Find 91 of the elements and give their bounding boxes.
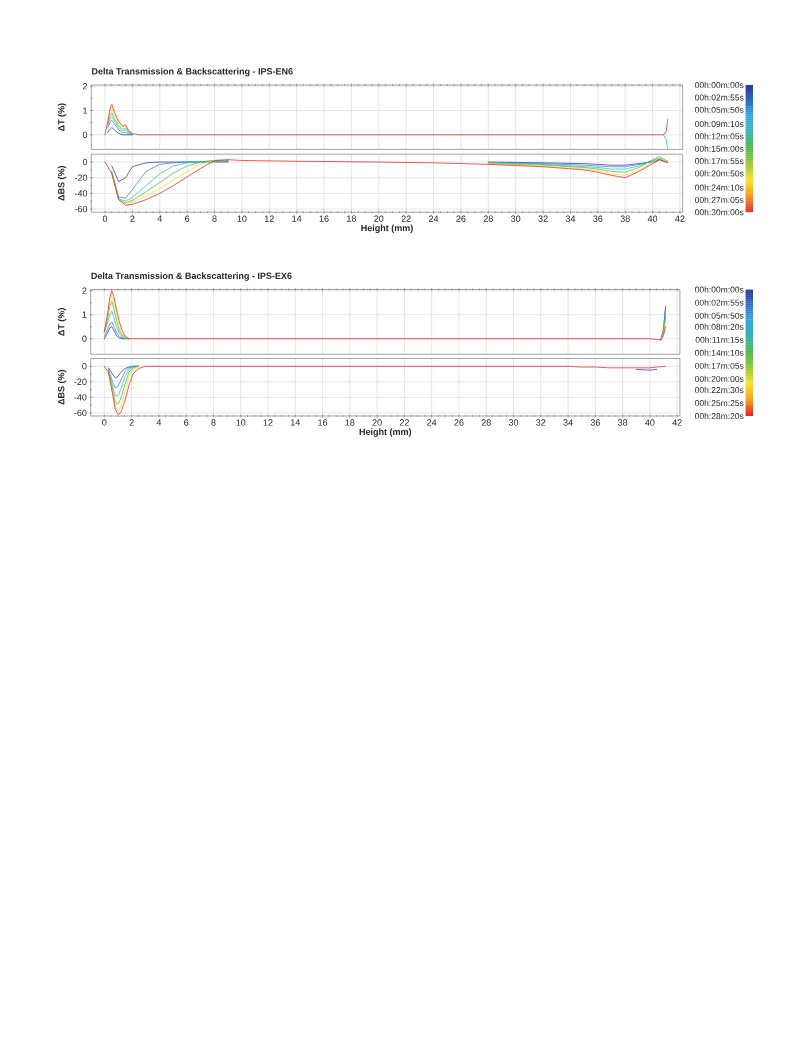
x-tick-label: 30 — [508, 419, 519, 426]
x-tick-label: 0 — [102, 419, 107, 426]
x-tick-label: 6 — [184, 419, 189, 426]
line-series — [108, 365, 139, 405]
x-tick-label: 18 — [345, 419, 355, 426]
color-bar-label: 00h:14m:10s — [695, 349, 744, 356]
color-bar-label: 00h:02m:55s — [695, 94, 744, 101]
x-tick-label: 20 — [372, 419, 382, 426]
color-bar-label: 00h:27m:05s — [695, 196, 744, 203]
x-tick-label: 10 — [236, 419, 246, 426]
y-tick-label: -40 — [74, 190, 88, 197]
x-tick-label: 2 — [130, 215, 135, 222]
color-bar-label: 00h:28m:20s — [695, 412, 744, 420]
chart-title: Delta Transmission & Backscattering - IPS-EX6 — [91, 272, 292, 281]
color-bar-label: 00h:22m:30s — [695, 386, 744, 394]
x-tick-label: 24 — [427, 419, 437, 426]
x-tick-label: 38 — [617, 419, 628, 426]
x-tick-label: 32 — [538, 215, 548, 222]
color-bar-label: 00h:08m:20s — [695, 323, 744, 330]
y-axis-title: ΔBS (%) — [57, 165, 67, 201]
x-axis-title: Height (mm) — [361, 224, 413, 234]
x-tick-label: 28 — [481, 419, 491, 426]
x-tick-label: 28 — [483, 215, 493, 222]
y-tick-label: -60 — [74, 205, 88, 213]
x-tick-label: 12 — [264, 215, 274, 222]
y-tick-label: -60 — [74, 409, 87, 417]
x-tick-label: 8 — [211, 419, 216, 426]
x-tick-label: 26 — [456, 215, 466, 222]
color-bar-label: 00h:25m:25s — [695, 399, 744, 407]
y-tick-label: 0 — [82, 131, 88, 139]
color-bar-label: 00h:02m:55s — [695, 299, 744, 306]
y-axis-title: ΔT (%) — [57, 103, 67, 132]
y-tick-label: 1 — [83, 107, 88, 114]
y-tick-label: -20 — [74, 174, 88, 181]
color-bar-label: 00h:00m:00s — [695, 81, 744, 89]
color-bar-label: 00h:30m:00s — [695, 209, 744, 216]
x-axis-title: Height (mm) — [359, 428, 412, 437]
y-tick-label: 2 — [82, 83, 88, 90]
color-bar-label: 00h:05m:50s — [695, 106, 744, 113]
color-bar-label: 00h:00m:00s — [695, 286, 744, 293]
x-tick-label: 40 — [647, 215, 658, 222]
x-tick-label: 34 — [563, 419, 573, 426]
x-tick-label: 30 — [511, 215, 521, 222]
color-bar-label: 00h:20m:50s — [695, 170, 744, 177]
chart-title: Delta Transmission & Backscattering - IPS-EN6 — [92, 67, 293, 77]
color-bar-label: 00h:20m:00s — [695, 375, 744, 382]
y-tick-label: -20 — [74, 378, 87, 385]
x-tick-label: 22 — [401, 215, 411, 222]
x-tick-label: 40 — [645, 419, 655, 426]
x-tick-label: 8 — [212, 215, 217, 222]
x-tick-label: 16 — [319, 215, 329, 222]
y-tick-label: -40 — [74, 394, 87, 401]
y-tick-label: 0 — [82, 158, 88, 166]
x-tick-label: 32 — [536, 419, 546, 426]
color-bar-label: 00h:12m:05s — [695, 133, 744, 140]
x-tick-label: 2 — [129, 419, 134, 426]
color-bar-label: 00h:17m:05s — [695, 362, 744, 369]
x-tick-label: 12 — [263, 419, 273, 426]
x-tick-label: 24 — [428, 215, 439, 222]
color-bar-label: 00h:09m:10s — [695, 120, 744, 127]
color-bar-label: 00h:11m:15s — [695, 336, 744, 343]
y-tick-label: 1 — [82, 311, 87, 318]
line-series — [108, 366, 139, 411]
x-tick-label: 42 — [675, 215, 685, 222]
color-bar-label: 00h:05m:50s — [695, 312, 744, 319]
color-bar-label: 00h:24m:10s — [695, 184, 744, 191]
x-tick-label: 20 — [374, 215, 384, 222]
y-axis-title: ΔT (%) — [57, 308, 67, 336]
x-tick-label: 6 — [185, 215, 190, 222]
x-tick-label: 14 — [292, 215, 302, 222]
x-tick-label: 14 — [290, 419, 301, 426]
x-tick-label: 16 — [318, 419, 328, 426]
x-tick-label: 36 — [590, 419, 600, 426]
x-tick-label: 18 — [347, 215, 357, 222]
y-tick-label: 2 — [82, 287, 87, 294]
x-tick-label: 38 — [620, 215, 630, 222]
x-tick-label: 4 — [157, 215, 162, 222]
line-series — [107, 119, 133, 136]
color-bar-label: 00h:17m:55s — [695, 157, 744, 165]
x-tick-label: 36 — [593, 215, 603, 222]
x-tick-label: 10 — [237, 215, 247, 222]
x-tick-label: 0 — [102, 215, 108, 222]
y-tick-label: 0 — [82, 363, 87, 370]
x-tick-label: 34 — [565, 215, 576, 222]
x-tick-label: 42 — [672, 419, 682, 426]
y-axis-title: ΔBS (%) — [57, 369, 67, 405]
x-tick-label: 26 — [454, 419, 464, 426]
y-tick-label: 0 — [82, 335, 87, 342]
color-bar-label: 00h:15m:00s — [695, 145, 744, 152]
x-tick-label: 22 — [399, 419, 409, 426]
x-tick-label: 4 — [156, 419, 162, 426]
